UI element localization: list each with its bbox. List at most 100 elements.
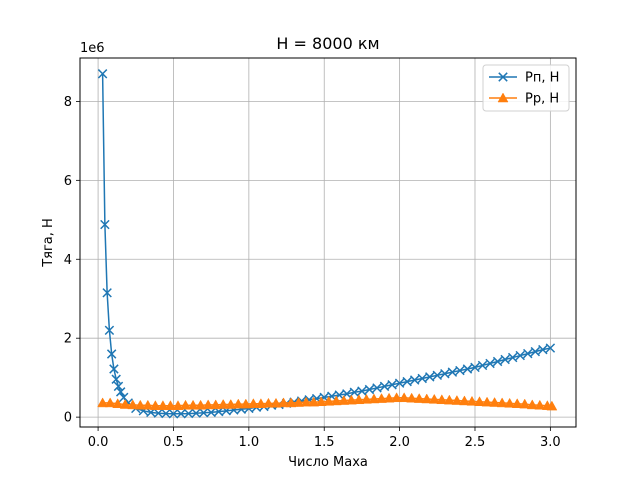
series-1-point — [183, 408, 194, 419]
series-2-point — [165, 400, 176, 410]
series-1-point — [394, 378, 405, 388]
series-1-point — [168, 409, 179, 419]
x-tick-label: 0.5 — [163, 435, 184, 450]
series-1-point — [176, 409, 186, 419]
series-2-point — [519, 398, 531, 409]
series-1-point — [492, 356, 503, 367]
series-2-point — [104, 397, 116, 408]
series-2-point — [195, 399, 207, 410]
series-1-point — [515, 350, 525, 361]
series-1-point — [440, 368, 450, 379]
series-2-point — [534, 399, 546, 410]
series-2-point — [210, 399, 222, 410]
y-tick-label: 6 — [64, 174, 72, 189]
series-2-point — [345, 394, 357, 405]
series-1-point — [462, 364, 473, 374]
series-2-point — [180, 399, 191, 410]
series-2-point — [459, 395, 470, 406]
series-1-point — [372, 383, 382, 393]
legend-marker — [498, 72, 508, 82]
x-tick-label: 2.5 — [465, 435, 486, 450]
y-tick-label: 0 — [64, 411, 72, 426]
series-1-point — [198, 408, 209, 418]
series-1-point — [191, 408, 201, 418]
series-2-point — [247, 398, 259, 408]
series-1-point — [409, 375, 420, 385]
series-2-point — [255, 398, 267, 408]
x-tick-label: 0.0 — [88, 435, 109, 450]
series-1-point — [432, 370, 443, 381]
series-2-point — [300, 396, 312, 407]
x-tick-label: 1.5 — [314, 435, 335, 450]
series-1-point — [455, 365, 465, 376]
series-2-point — [127, 399, 139, 410]
series-1-point — [364, 384, 375, 395]
series-1-point — [447, 367, 458, 377]
series-2-point — [142, 399, 154, 410]
series-2-point — [240, 398, 252, 409]
series-2-point — [134, 399, 146, 410]
series-2-point — [546, 400, 558, 411]
series-1-point — [104, 325, 115, 336]
series-2-point — [489, 397, 501, 407]
series-1-point — [425, 372, 435, 382]
series-2-point — [398, 392, 410, 403]
series-1-point — [523, 348, 533, 359]
x-axis-label: Число Маха — [288, 455, 368, 470]
x-tick-label: 3.0 — [540, 435, 561, 450]
series-1-point — [357, 386, 367, 396]
series-1-point — [113, 381, 124, 392]
legend-label: Рр, Н — [525, 92, 559, 107]
series-1-point — [109, 364, 119, 374]
series-2-point — [481, 396, 493, 407]
series-1-point — [206, 407, 216, 418]
series-1-point — [115, 387, 126, 397]
series-2-point — [496, 397, 508, 408]
series-2-point — [308, 396, 320, 407]
series-2-point — [330, 395, 342, 406]
series-1-point — [417, 373, 427, 384]
series-2-point — [436, 394, 448, 405]
series-2-point — [368, 393, 380, 404]
y-tick-label: 4 — [64, 253, 72, 268]
series-2-point — [293, 397, 305, 407]
series-1-point — [106, 349, 117, 359]
series-2-point — [225, 398, 237, 409]
legend: Рп, Н Рр, Н — [482, 64, 570, 112]
series-1-point — [379, 381, 390, 392]
series-2-point — [391, 392, 403, 403]
series-1-point — [100, 219, 110, 230]
y-axis-label: Тяга, Н — [41, 218, 56, 268]
series-2-point — [511, 398, 523, 408]
series-2-point — [149, 400, 161, 410]
x-tick-label: 2.0 — [389, 435, 410, 450]
series-2-point — [338, 395, 350, 405]
series-1-point — [530, 346, 541, 357]
series-2-point — [187, 399, 199, 410]
series-2-point — [428, 393, 440, 404]
series-2-point — [112, 398, 124, 408]
series-1-point — [507, 352, 518, 363]
series-1-point — [402, 376, 412, 387]
legend-item-1: Рп, Н — [489, 71, 559, 86]
series-1-point — [538, 344, 548, 355]
series-1-point — [545, 343, 556, 353]
axes-frame — [79, 57, 577, 428]
y-axis-offset-text: 1e6 — [80, 41, 105, 56]
series-2-point — [353, 394, 365, 405]
series-2-point — [285, 397, 297, 408]
series-1-point — [97, 69, 108, 79]
series-2-point — [157, 400, 169, 410]
series-1-point — [485, 358, 495, 369]
series-2-point — [466, 395, 478, 406]
series-1-point — [500, 354, 510, 365]
series-2-point — [526, 399, 538, 410]
series-2-point — [413, 393, 425, 403]
series-2-point — [504, 397, 516, 408]
series-2-point — [119, 398, 131, 409]
series-1-point — [387, 380, 397, 390]
series-2-point — [376, 393, 387, 403]
series-2-point — [406, 392, 418, 403]
legend-label: Рп, Н — [525, 71, 559, 86]
